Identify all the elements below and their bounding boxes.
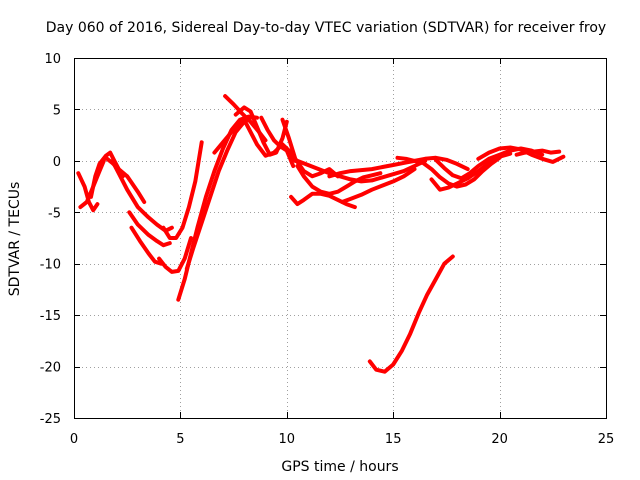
x-tick-label: 25 <box>598 432 615 447</box>
y-axis-label: SDTVAR / TECUs <box>7 182 23 297</box>
x-tick-label: 5 <box>176 432 184 447</box>
x-axis-label: GPS time / hours <box>281 459 398 475</box>
series-line-track-20 <box>295 158 428 184</box>
series-line-track-21 <box>327 155 470 179</box>
series-line-track-27 <box>514 148 562 157</box>
y-tick-labels: -25 -20 -15 -10 -5 0 5 10 <box>40 52 61 427</box>
series-line-track-28 <box>367 254 455 374</box>
series-line-track-23 <box>395 155 502 189</box>
series-line-track-14 <box>233 105 289 157</box>
series-line-track-22 <box>340 167 417 204</box>
plot-frame <box>74 58 607 419</box>
series-line-track-6 <box>127 210 172 248</box>
series-line-track-12 <box>212 115 251 155</box>
series-line-track-4 <box>103 155 147 204</box>
series-line-track-19 <box>295 164 383 196</box>
series-line-track-26 <box>476 145 566 164</box>
y-tick-label: 5 <box>53 103 61 118</box>
y-tick-label: -25 <box>40 412 61 427</box>
y-tick-label: -10 <box>40 258 61 273</box>
series-line-track-24 <box>429 151 513 192</box>
series-line-track-11 <box>184 115 253 271</box>
chart-title: Day 060 of 2016, Sidereal Day-to-day VTE… <box>46 20 606 36</box>
y-tick-label: -5 <box>48 206 61 221</box>
series-line-track-8 <box>157 236 193 274</box>
y-tick-label: 10 <box>44 52 61 67</box>
y-tick-label: 0 <box>53 155 61 170</box>
series-line-track-7 <box>129 225 164 266</box>
x-tick-label: 10 <box>279 432 296 447</box>
x-tick-label: 15 <box>385 432 402 447</box>
x-tick-label: 0 <box>70 432 78 447</box>
series-line-track-9 <box>161 140 204 240</box>
series-line-track-16 <box>259 115 296 168</box>
series-line-track-17 <box>280 117 340 179</box>
y-tick-label: -15 <box>40 309 61 324</box>
x-tick-labels: 0 5 10 15 20 25 <box>70 432 614 447</box>
x-tick-label: 20 <box>491 432 508 447</box>
axis-ticks <box>74 58 607 419</box>
y-tick-label: -20 <box>40 361 61 376</box>
data-series <box>76 94 566 374</box>
